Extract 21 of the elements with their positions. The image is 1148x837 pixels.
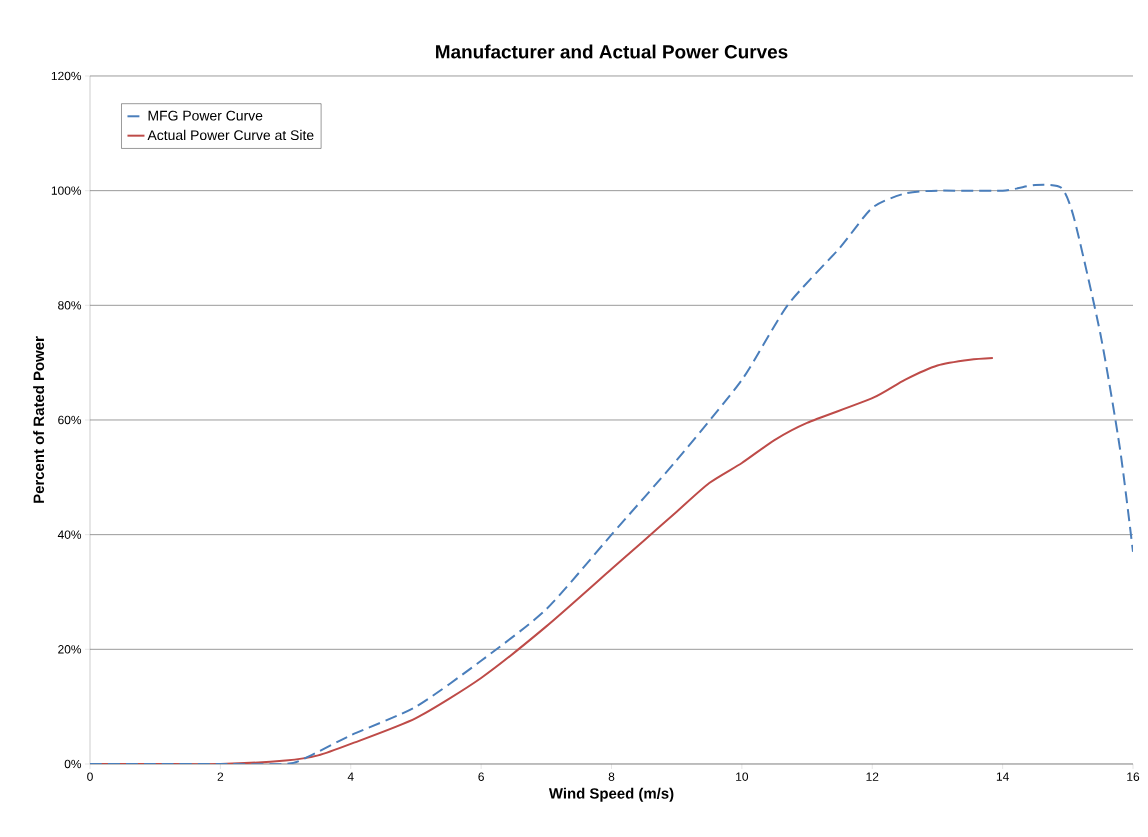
y-tick-label: 0% xyxy=(64,759,82,769)
x-tick-label: 2 xyxy=(217,772,224,781)
x-tick-label: 6 xyxy=(478,772,484,781)
x-tick-label: 16 xyxy=(1127,772,1140,781)
x-tick-label: 0 xyxy=(87,772,93,781)
y-axis-title: Percent of Rated Power xyxy=(33,336,45,503)
legend-label: Actual Power Curve at Site xyxy=(147,129,314,141)
x-tick-label: 12 xyxy=(866,772,879,781)
x-tick-label: 14 xyxy=(996,772,1009,781)
y-tick-label: 100% xyxy=(51,186,82,195)
x-tick-label: 10 xyxy=(736,772,749,781)
x-tick-label: 4 xyxy=(347,772,354,781)
chart-title: Manufacturer and Actual Power Curves xyxy=(436,44,788,59)
legend-label: MFG Power Curve xyxy=(148,110,263,121)
x-axis-title: Wind Speed (m/s) xyxy=(548,787,674,802)
y-tick-label: 60% xyxy=(58,415,82,425)
y-tick-label: 120% xyxy=(51,71,82,81)
x-tick-label: 8 xyxy=(608,772,615,781)
y-tick-label: 80% xyxy=(58,301,82,310)
y-tick-label: 20% xyxy=(58,645,82,654)
y-tick-label: 40% xyxy=(57,530,82,539)
